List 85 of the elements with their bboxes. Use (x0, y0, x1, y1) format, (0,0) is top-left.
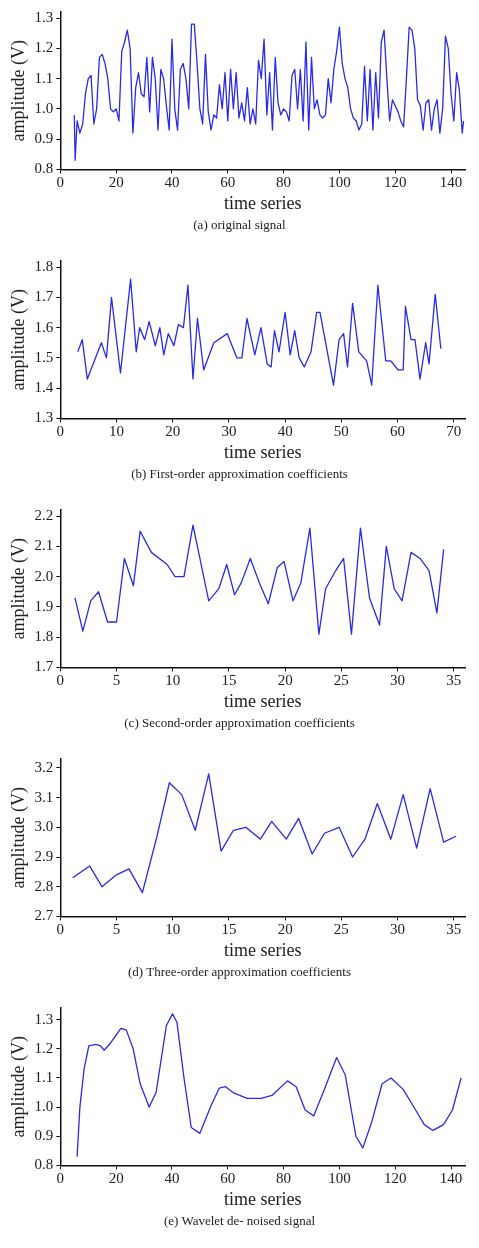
x-tick-label: 120 (383, 174, 407, 191)
y-axis-title: amplitude (V) (7, 39, 29, 142)
x-tick-label: 25 (333, 672, 349, 689)
x-tick-label: 0 (56, 921, 65, 938)
x-tick-label: 40 (164, 174, 180, 191)
x-tick-label: 0 (56, 1170, 65, 1187)
x-tick-label: 140 (439, 174, 463, 191)
y-tick-label: 1.3 (34, 8, 54, 25)
x-tick-label: 15 (221, 921, 237, 938)
x-tick-label: 140 (439, 1170, 463, 1187)
x-tick-label: 60 (390, 423, 406, 440)
y-tick-label: 0.8 (34, 160, 54, 177)
y-tick-label: 0.9 (34, 1127, 54, 1144)
x-tick-label: 60 (220, 1170, 236, 1187)
x-tick-label: 20 (108, 1170, 124, 1187)
x-tick-label: 15 (221, 672, 237, 689)
y-tick-label: 1.3 (34, 409, 54, 426)
y-tick-label: 3.1 (34, 788, 54, 805)
x-tick-label: 120 (383, 1170, 407, 1187)
x-tick-label: 80 (276, 174, 292, 191)
y-tick-label: 1.1 (34, 1068, 54, 1085)
x-tick-label: 40 (164, 1170, 180, 1187)
x-tick-label: 10 (165, 921, 181, 938)
x-axis-title: time series (223, 441, 302, 462)
text: (b) First-order approximation coefficients (130, 465, 349, 483)
x-tick-label: 50 (333, 423, 349, 440)
y-tick-label: 1.4 (34, 379, 54, 396)
x-axis-title: time series (223, 939, 302, 960)
x-tick-label: 10 (165, 672, 181, 689)
x-tick-label: 20 (277, 921, 293, 938)
x-tick-label: 20 (277, 672, 293, 689)
x-tick-label: 60 (220, 174, 236, 191)
y-tick-label: 2.8 (34, 877, 54, 894)
x-tick-label: 20 (108, 174, 124, 191)
y-tick-label: 0.8 (34, 1156, 54, 1173)
x-tick-label: 25 (333, 921, 349, 938)
y-tick-label: 2.1 (34, 537, 54, 554)
x-axis-title: time series (223, 192, 302, 213)
x-tick-label: 100 (328, 1170, 351, 1187)
x-tick-label: 5 (112, 672, 121, 689)
y-axis-title: amplitude (V) (7, 786, 29, 889)
y-tick-label: 0.9 (34, 130, 54, 147)
x-tick-label: 0 (56, 672, 65, 689)
x-tick-label: 30 (390, 921, 406, 938)
x-axis-title: time series (223, 1188, 302, 1209)
y-tick-label: 2.2 (34, 506, 54, 523)
y-tick-label: 1.7 (34, 288, 54, 305)
x-tick-label: 10 (109, 423, 125, 440)
x-axis-title: time series (223, 690, 302, 711)
y-axis-title: amplitude (V) (7, 537, 29, 640)
x-tick-label: 30 (221, 423, 237, 440)
y-tick-label: 1.7 (34, 658, 54, 675)
y-tick-label: 1.8 (34, 257, 54, 274)
x-tick-label: 35 (446, 672, 462, 689)
x-tick-label: 70 (446, 423, 462, 440)
text: (c) Second-order approximation coefficients (123, 714, 356, 732)
x-tick-label: 20 (165, 423, 181, 440)
y-tick-label: 1.5 (34, 348, 54, 365)
y-tick-label: 2.7 (34, 907, 54, 924)
x-tick-label: 0 (56, 423, 65, 440)
text: (a) original signal (192, 216, 287, 234)
text: (e) Wavelet de- noised signal (162, 1212, 317, 1230)
y-tick-label: 1.0 (34, 99, 54, 116)
y-tick-label: 3.2 (34, 758, 54, 775)
x-tick-label: 80 (276, 1170, 292, 1187)
y-tick-label: 1.0 (34, 1098, 54, 1115)
y-tick-label: 1.2 (34, 39, 54, 56)
x-tick-label: 35 (446, 921, 462, 938)
y-axis-title: amplitude (V) (7, 288, 29, 391)
text: (d) Three-order approximation coefficients (127, 963, 352, 981)
x-tick-label: 0 (56, 174, 65, 191)
y-tick-label: 1.1 (34, 69, 54, 86)
y-tick-label: 1.9 (34, 597, 54, 614)
y-tick-label: 1.8 (34, 628, 54, 645)
y-axis-title: amplitude (V) (7, 1035, 29, 1138)
y-tick-label: 2.0 (34, 567, 54, 584)
x-tick-label: 100 (328, 174, 351, 191)
y-tick-label: 1.3 (34, 1010, 54, 1027)
x-tick-label: 30 (390, 672, 406, 689)
y-tick-label: 1.6 (34, 318, 54, 335)
y-tick-label: 2.9 (34, 847, 54, 864)
y-tick-label: 1.2 (34, 1039, 54, 1056)
x-tick-label: 5 (112, 921, 121, 938)
x-tick-label: 40 (277, 423, 293, 440)
y-tick-label: 3.0 (34, 818, 54, 835)
